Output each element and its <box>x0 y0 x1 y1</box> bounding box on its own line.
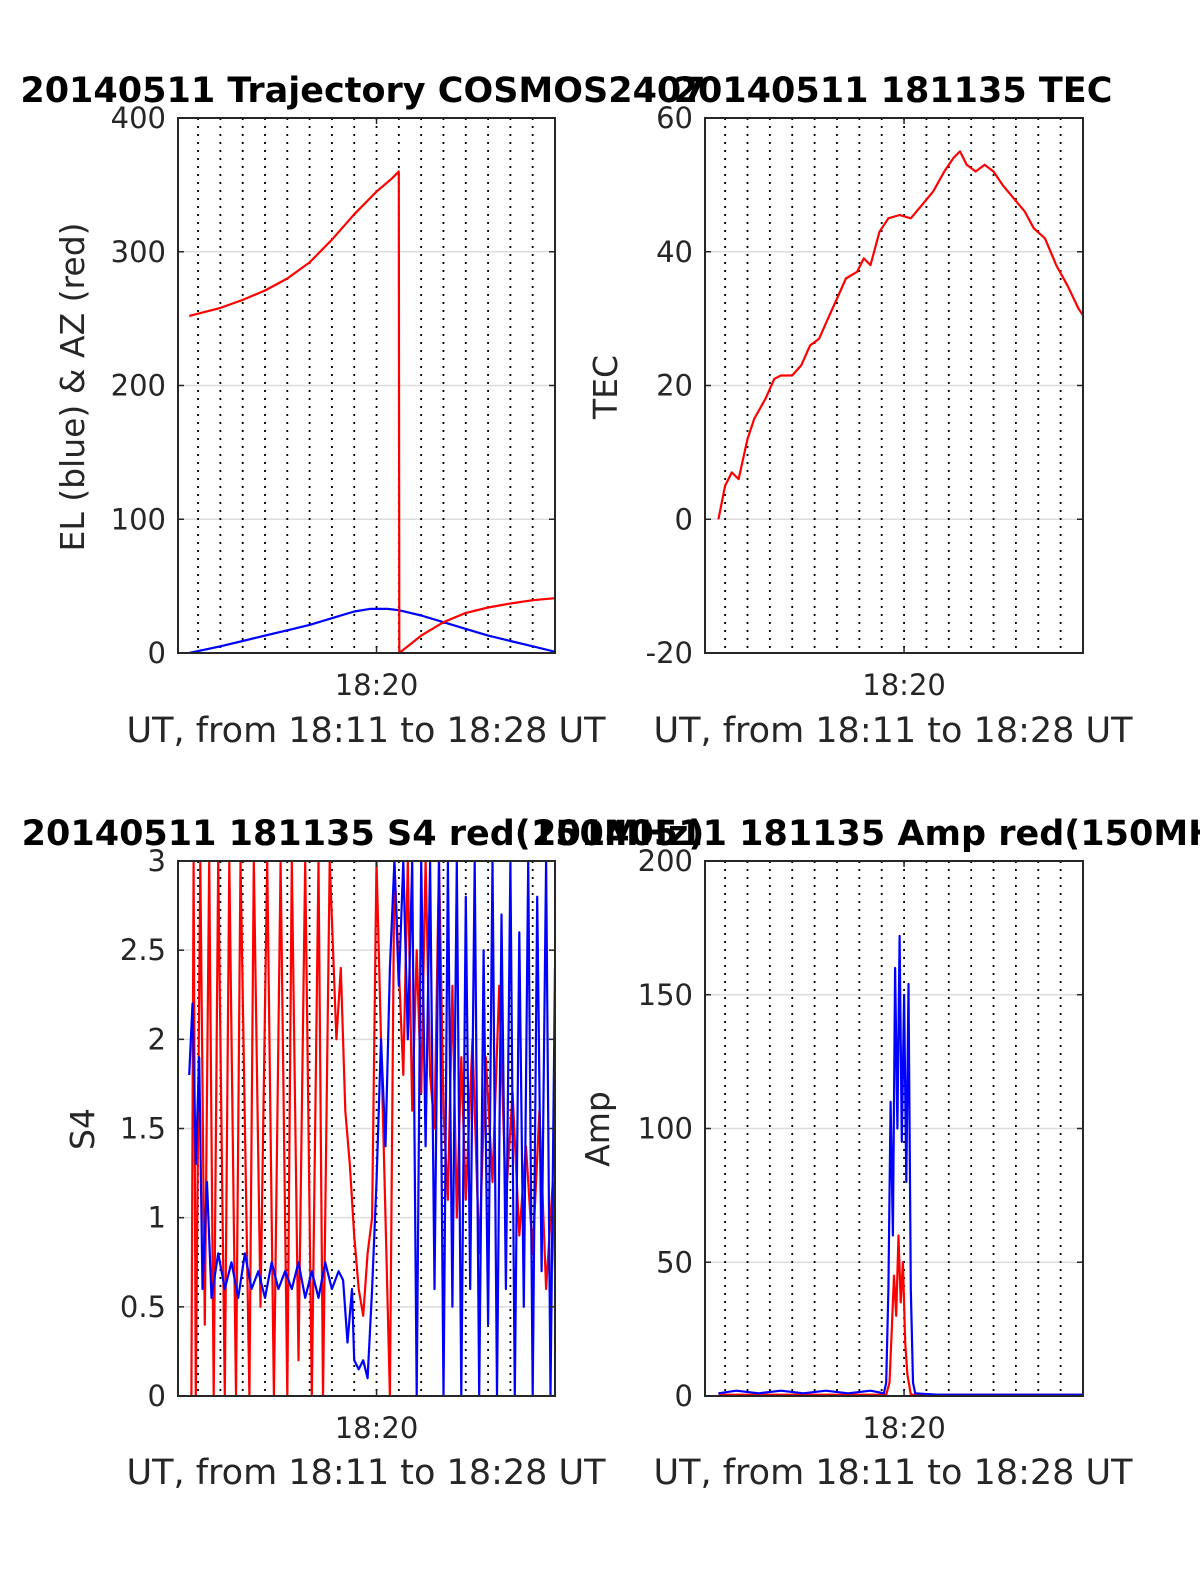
panel-s4: 20140511 181135 S4 red(150MHz) S4 UT, fr… <box>22 814 705 1493</box>
series-line-el <box>188 607 555 653</box>
series-line-150mhz <box>718 1234 1083 1396</box>
x-tick-label: 18:20 <box>862 668 946 702</box>
x-tick-label: 18:20 <box>335 1411 419 1445</box>
y-tick-label: 0 <box>675 1379 693 1413</box>
y-tick-label: 150 <box>638 978 693 1012</box>
y-tick-label: 100 <box>638 1112 693 1146</box>
y-tick-label: 1 <box>148 1201 166 1235</box>
y-tick-label: 50 <box>656 1245 693 1279</box>
y-tick-label: 1.5 <box>120 1112 166 1146</box>
y-tick-label: 0 <box>675 502 693 536</box>
y-tick-label: 0 <box>148 1379 166 1413</box>
series-line-tec <box>717 150 1083 520</box>
panel-tec: 20140511 181135 TEC TEC UT, from 18:11 t… <box>586 71 1133 751</box>
y-tick-label: 400 <box>111 101 166 135</box>
x-tick-label: 18:20 <box>862 1411 946 1445</box>
panel-amp: 20140511 181135 Amp red(150MHz) Amp UT, … <box>532 814 1200 1493</box>
y-tick-label: 20 <box>656 369 693 403</box>
y-tick-label: 2 <box>148 1022 166 1056</box>
y-axis-label: TEC <box>586 355 625 420</box>
x-tick-label: 18:20 <box>335 668 419 702</box>
y-axis-label: S4 <box>63 1108 102 1150</box>
series-line-400mhz <box>188 861 555 1396</box>
y-tick-label: 0.5 <box>120 1290 166 1324</box>
y-tick-label: 0 <box>148 636 166 670</box>
chart-title: 20140511 181135 Amp red(150MHz) <box>532 814 1200 854</box>
y-tick-label: 2.5 <box>120 933 166 967</box>
x-axis-label: UT, from 18:11 to 18:28 UT <box>126 711 606 751</box>
y-tick-label: 40 <box>656 235 693 269</box>
y-tick-label: 200 <box>111 369 166 403</box>
series-line-400mhz <box>718 934 1083 1396</box>
y-axis-label: Amp <box>578 1091 617 1167</box>
y-tick-label: 60 <box>656 101 693 135</box>
panel-trajectory: 20140511 Trajectory COSMOS2407 EL (blue)… <box>20 71 705 751</box>
series-line-az <box>188 170 555 653</box>
chart-title: 20140511 181135 S4 red(150MHz) <box>22 814 705 854</box>
y-tick-label: 300 <box>111 235 166 269</box>
chart-title: 20140511 181135 TEC <box>674 71 1113 111</box>
x-axis-label: UT, from 18:11 to 18:28 UT <box>653 1453 1133 1493</box>
x-axis-label: UT, from 18:11 to 18:28 UT <box>126 1453 606 1493</box>
y-tick-label: -20 <box>646 636 693 670</box>
x-axis-label: UT, from 18:11 to 18:28 UT <box>653 711 1133 751</box>
y-axis-label: EL (blue) & AZ (red) <box>53 222 92 551</box>
chart-title: 20140511 Trajectory COSMOS2407 <box>20 71 705 111</box>
y-tick-label: 100 <box>111 502 166 536</box>
y-tick-label: 3 <box>148 844 166 878</box>
y-tick-label: 200 <box>638 844 693 878</box>
